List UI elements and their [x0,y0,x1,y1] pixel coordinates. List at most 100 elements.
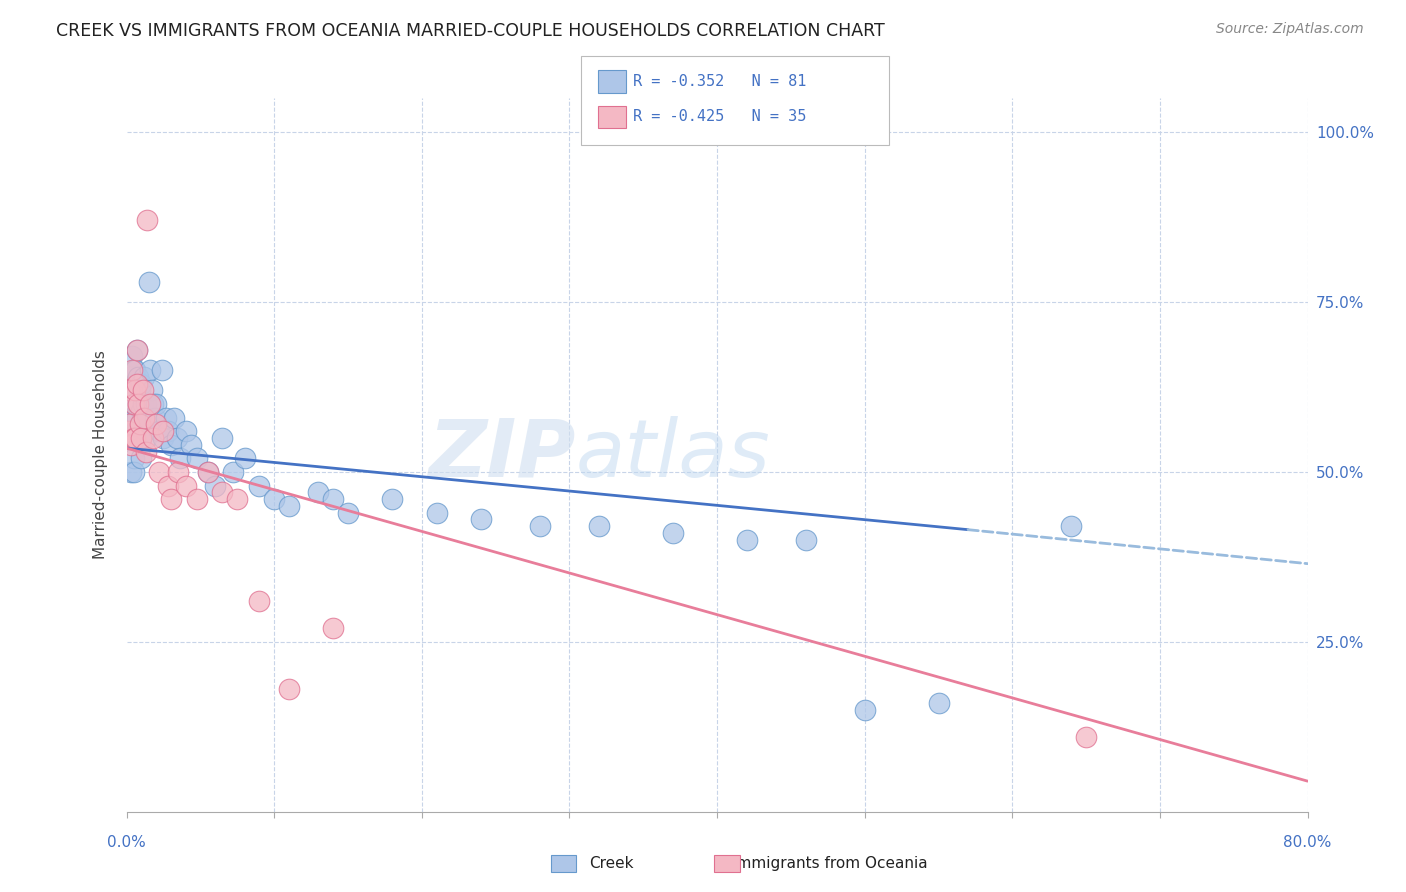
Text: 80.0%: 80.0% [1284,836,1331,850]
Point [470,512,492,526]
Point [152,424,174,438]
Point [588,519,610,533]
Point [124,384,146,398]
Point [125,376,148,391]
Point [129,403,153,417]
Point [197,465,219,479]
Point [169,451,191,466]
Text: R = -0.352   N = 81: R = -0.352 N = 81 [633,74,806,88]
Text: CREEK VS IMMIGRANTS FROM OCEANIA MARRIED-COUPLE HOUSEHOLDS CORRELATION CHART: CREEK VS IMMIGRANTS FROM OCEANIA MARRIED… [56,22,884,40]
Point [117,424,139,438]
Text: Creek: Creek [589,856,634,871]
Point [121,376,143,391]
Text: Source: ZipAtlas.com: Source: ZipAtlas.com [1216,22,1364,37]
Point [174,424,197,438]
Text: atlas: atlas [575,416,770,494]
Point [117,384,139,398]
Point [226,492,249,507]
Point [117,424,139,438]
Point [128,384,150,398]
Point [122,363,145,377]
Point [381,492,404,507]
Point [120,410,142,425]
Point [135,431,157,445]
Point [186,492,208,507]
Point [174,478,197,492]
Point [145,397,167,411]
Point [122,410,145,425]
Point [136,410,159,425]
Point [425,506,447,520]
Point [278,682,301,697]
Point [124,410,146,425]
Point [129,431,153,445]
Point [156,478,179,492]
Point [125,376,148,391]
Text: R = -0.425   N = 35: R = -0.425 N = 35 [633,110,806,124]
Point [127,369,149,384]
Point [156,424,179,438]
Point [121,350,143,364]
Point [1076,730,1098,744]
Point [124,431,146,445]
Point [139,363,162,377]
Point [125,343,148,357]
Point [928,696,950,710]
Point [129,376,153,391]
Point [661,526,683,541]
Point [121,363,143,377]
Point [167,465,190,479]
Point [322,621,344,635]
Point [794,533,817,547]
Point [124,363,146,377]
Text: 0.0%: 0.0% [107,836,146,850]
Point [124,431,146,445]
Point [138,275,160,289]
Point [135,444,157,458]
Point [247,478,270,492]
Point [127,397,149,411]
Text: Immigrants from Oceania: Immigrants from Oceania [731,856,928,871]
Point [132,384,155,398]
Point [222,465,245,479]
Point [163,410,186,425]
Point [118,369,141,384]
Point [128,417,150,432]
Point [136,213,159,227]
Point [134,369,156,384]
Text: ZIP: ZIP [427,416,575,494]
Point [122,465,145,479]
Point [120,431,142,445]
Point [120,438,142,452]
Point [211,431,233,445]
Point [129,451,153,466]
Point [125,410,148,425]
Point [197,465,219,479]
Point [118,417,141,432]
Point [152,431,174,445]
Point [125,343,148,357]
Point [263,492,285,507]
Point [735,533,758,547]
Point [337,506,360,520]
Point [150,363,173,377]
Point [132,397,155,411]
Point [127,397,149,411]
Point [204,478,226,492]
Point [122,397,145,411]
Point [135,397,157,411]
Point [120,384,142,398]
Point [121,410,143,425]
Point [148,465,170,479]
Point [127,424,149,438]
Point [155,410,177,425]
Point [118,417,141,432]
Point [529,519,551,533]
Point [143,410,166,425]
Point [148,424,170,438]
Point [166,431,188,445]
Point [128,417,150,432]
Point [211,485,233,500]
Point [853,703,876,717]
Point [134,410,156,425]
